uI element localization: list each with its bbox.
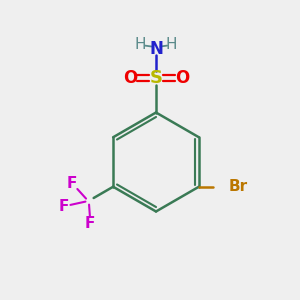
Text: S: S: [149, 69, 163, 87]
Text: O: O: [175, 69, 189, 87]
Text: Br: Br: [229, 179, 248, 194]
Text: H: H: [166, 37, 177, 52]
Text: O: O: [123, 69, 137, 87]
Text: F: F: [59, 199, 69, 214]
Text: N: N: [149, 40, 163, 58]
Text: H: H: [135, 37, 146, 52]
Text: F: F: [85, 216, 95, 231]
Text: F: F: [67, 176, 77, 191]
